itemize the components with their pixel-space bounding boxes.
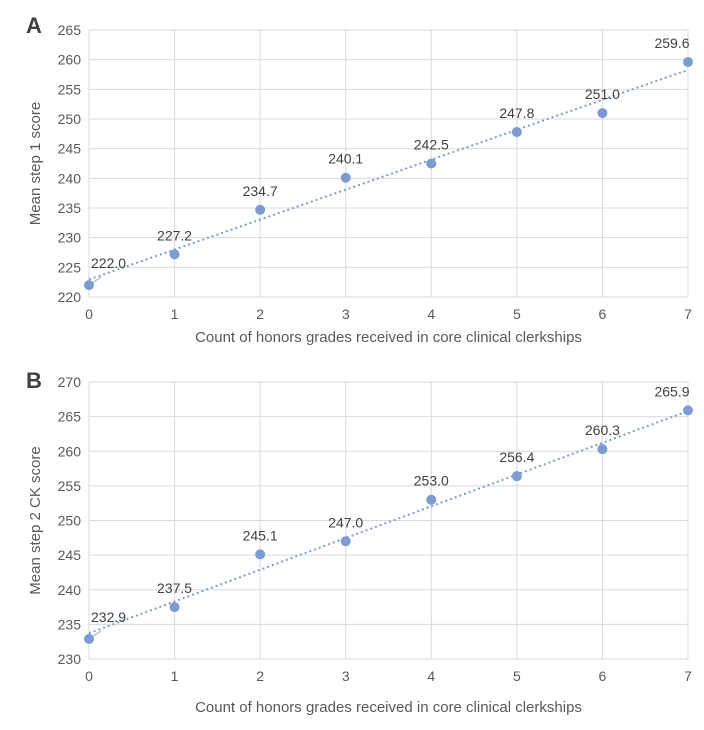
x-tick-label: 0 (85, 668, 93, 684)
data-point (426, 158, 437, 169)
data-point (597, 444, 608, 455)
y-axis-title: Mean step 1 score (27, 102, 44, 225)
data-label: 260.3 (585, 422, 620, 438)
x-tick-label: 1 (171, 668, 179, 684)
data-label: 251.0 (585, 86, 620, 102)
trendline (88, 410, 689, 635)
data-label: 237.5 (157, 580, 192, 596)
data-point (426, 494, 437, 505)
x-tick-label: 7 (684, 306, 692, 322)
data-point (84, 633, 94, 644)
y-tick-label: 245 (58, 141, 82, 157)
data-label: 245.1 (243, 527, 278, 543)
data-label: 265.9 (654, 383, 689, 399)
data-point (169, 602, 180, 613)
y-tick-label: 230 (58, 230, 82, 246)
x-tick-label: 3 (342, 306, 350, 322)
data-label: 232.9 (91, 609, 126, 625)
data-point (84, 280, 94, 291)
data-label: 247.8 (499, 105, 534, 121)
y-axis-title: Mean step 2 CK score (27, 446, 44, 594)
x-tick-label: 7 (684, 668, 692, 684)
y-tick-label: 255 (58, 81, 82, 97)
data-label: 247.0 (328, 514, 363, 530)
x-tick-label: 5 (513, 668, 521, 684)
data-label: 222.0 (91, 255, 126, 271)
chart-panel-b: 230 235 240 245 250 255 260 265 270 0 1 2 3 4 5 6 7 B Coun… (26, 368, 693, 716)
x-tick-label: 5 (513, 306, 521, 322)
y-tick-label: 230 (58, 651, 82, 667)
data-label: 256.4 (499, 449, 534, 465)
data-point (511, 471, 522, 482)
data-label: 242.5 (414, 137, 449, 153)
y-tick-label: 225 (58, 259, 82, 275)
panel-label: A (26, 13, 42, 38)
data-label: 240.1 (328, 151, 363, 167)
y-tick-label: 240 (58, 170, 82, 186)
x-axis-title: Count of honors grades received in core … (195, 699, 582, 716)
data-label: 253.0 (414, 473, 449, 489)
x-tick-label: 4 (427, 306, 435, 322)
y-tick-label: 235 (58, 616, 82, 632)
data-point (511, 127, 522, 138)
y-tick-label: 240 (58, 582, 82, 598)
y-tick-label: 265 (58, 22, 82, 38)
x-tick-label: 2 (256, 306, 264, 322)
y-tick-label: 250 (58, 111, 82, 127)
data-point (255, 204, 266, 215)
y-tick-label: 235 (58, 200, 82, 216)
data-label: 227.2 (157, 227, 192, 243)
x-tick-label: 3 (342, 668, 350, 684)
data-point (683, 57, 693, 68)
data-point (683, 405, 693, 416)
panel-label: B (26, 368, 42, 393)
data-label: 259.6 (654, 35, 689, 51)
data-point (340, 172, 351, 183)
data-point (255, 549, 266, 560)
data-point (597, 108, 608, 119)
y-tick-label: 220 (58, 289, 82, 305)
x-tick-label: 1 (171, 306, 179, 322)
x-tick-label: 2 (256, 668, 264, 684)
data-point (340, 536, 351, 547)
x-tick-label: 6 (599, 306, 607, 322)
chart-panel-a: 220 225 230 235 240 245 250 255 260 265 0 1 2 3 4 5 6 7 A C… (26, 13, 693, 346)
y-tick-label: 260 (58, 52, 82, 68)
y-tick-label: 265 (58, 409, 82, 425)
x-tick-label: 0 (85, 306, 93, 322)
y-tick-label: 270 (58, 374, 82, 390)
trendline (88, 68, 689, 281)
x-axis-title: Count of honors grades received in core … (195, 329, 582, 346)
y-tick-label: 250 (58, 513, 82, 529)
x-tick-label: 6 (599, 668, 607, 684)
y-tick-label: 245 (58, 547, 82, 563)
y-tick-label: 260 (58, 443, 82, 459)
x-tick-label: 4 (427, 668, 435, 684)
data-label: 234.7 (243, 183, 278, 199)
y-tick-label: 255 (58, 478, 82, 494)
data-point (169, 249, 180, 260)
